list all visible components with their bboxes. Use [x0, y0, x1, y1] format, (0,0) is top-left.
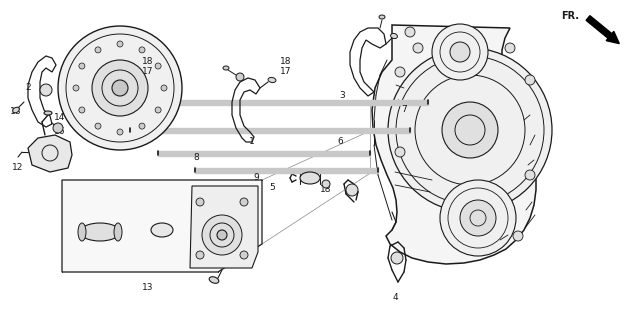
Circle shape: [161, 85, 167, 91]
Circle shape: [58, 26, 182, 150]
Text: 11: 11: [62, 253, 73, 262]
Circle shape: [155, 107, 161, 113]
Ellipse shape: [379, 15, 385, 19]
Circle shape: [322, 180, 330, 188]
Text: 17: 17: [280, 68, 292, 76]
Circle shape: [139, 47, 145, 53]
Text: 18: 18: [10, 108, 22, 116]
Ellipse shape: [377, 167, 379, 172]
Polygon shape: [62, 180, 262, 272]
Ellipse shape: [268, 77, 276, 83]
Text: 12: 12: [13, 164, 24, 172]
Circle shape: [460, 200, 496, 236]
Circle shape: [240, 251, 248, 259]
Circle shape: [525, 170, 535, 180]
Circle shape: [391, 252, 403, 264]
Text: 7: 7: [401, 106, 407, 115]
Circle shape: [117, 41, 123, 47]
Circle shape: [432, 24, 488, 80]
Text: 9: 9: [253, 173, 259, 182]
Circle shape: [450, 42, 470, 62]
Circle shape: [117, 129, 123, 135]
Circle shape: [202, 215, 242, 255]
Circle shape: [513, 231, 523, 241]
Circle shape: [236, 73, 244, 81]
Text: 5: 5: [269, 183, 275, 193]
Circle shape: [505, 43, 515, 53]
Text: 18: 18: [320, 186, 332, 195]
Text: 6: 6: [337, 138, 343, 147]
Ellipse shape: [13, 107, 19, 113]
Ellipse shape: [78, 223, 86, 241]
Circle shape: [405, 27, 415, 37]
Text: 19: 19: [198, 207, 210, 217]
Ellipse shape: [44, 111, 52, 115]
Circle shape: [196, 198, 204, 206]
Ellipse shape: [202, 212, 214, 220]
Circle shape: [95, 47, 101, 53]
Text: 13: 13: [143, 284, 154, 292]
Circle shape: [79, 63, 85, 69]
Circle shape: [440, 180, 516, 256]
Ellipse shape: [110, 100, 111, 105]
Ellipse shape: [300, 172, 320, 184]
Circle shape: [53, 123, 63, 133]
Text: 17: 17: [143, 68, 154, 76]
Ellipse shape: [391, 33, 398, 39]
Circle shape: [395, 67, 405, 77]
Circle shape: [73, 85, 79, 91]
Circle shape: [442, 102, 498, 158]
Circle shape: [155, 63, 161, 69]
Circle shape: [196, 251, 204, 259]
Circle shape: [525, 75, 535, 85]
Ellipse shape: [129, 127, 131, 132]
Text: 16: 16: [54, 127, 66, 137]
Circle shape: [388, 48, 552, 212]
Circle shape: [40, 84, 52, 96]
Polygon shape: [28, 135, 72, 172]
Circle shape: [395, 147, 405, 157]
Ellipse shape: [151, 223, 173, 237]
Circle shape: [346, 184, 358, 196]
Circle shape: [112, 80, 128, 96]
Text: 15: 15: [226, 196, 238, 204]
Text: 3: 3: [339, 91, 345, 100]
Ellipse shape: [409, 127, 410, 132]
Circle shape: [413, 43, 423, 53]
Ellipse shape: [370, 150, 371, 156]
Text: FR.: FR.: [561, 11, 579, 21]
Circle shape: [92, 60, 148, 116]
Ellipse shape: [223, 66, 229, 70]
Ellipse shape: [114, 223, 122, 241]
Ellipse shape: [80, 223, 120, 241]
Text: 18: 18: [280, 58, 292, 67]
Text: 14: 14: [54, 114, 66, 123]
Circle shape: [95, 123, 101, 129]
Text: 1: 1: [249, 138, 255, 147]
Text: 8: 8: [193, 154, 199, 163]
Circle shape: [79, 107, 85, 113]
Ellipse shape: [209, 277, 219, 283]
Circle shape: [217, 230, 227, 240]
Text: 4: 4: [392, 293, 398, 302]
Polygon shape: [372, 25, 536, 264]
Text: 2: 2: [25, 84, 31, 92]
Circle shape: [139, 123, 145, 129]
Polygon shape: [190, 186, 258, 268]
FancyArrow shape: [586, 16, 619, 44]
Circle shape: [240, 198, 248, 206]
Text: 18: 18: [143, 58, 154, 67]
Text: 10: 10: [130, 204, 142, 212]
